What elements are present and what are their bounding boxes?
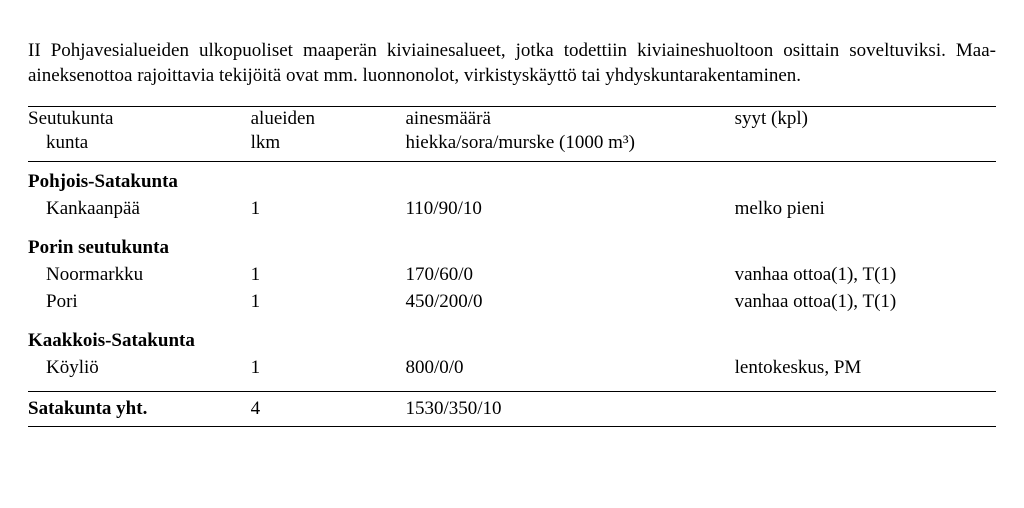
cell-lkm: 1 [251,355,406,391]
cell-syyt: vanhaa ottoa(1), T(1) [735,262,996,289]
th-syyt-2 [735,131,996,161]
table-row: Köyliö 1 800/0/0 lentokeskus, PM [28,355,996,391]
intro-paragraph: II Pohjavesialueiden ulkopuoliset maaper… [28,39,996,88]
cell-lkm: 1 [251,289,406,316]
data-table: Seutukunta alueiden ainesmäärä syyt (kpl… [28,106,996,427]
cell-aines: 170/60/0 [406,262,735,289]
table-row: Pori 1 450/200/0 vanhaa ottoa(1), T(1) [28,289,996,316]
th-ainesmaara: ainesmäärä [406,107,735,131]
cell-syyt: vanhaa ottoa(1), T(1) [735,289,996,316]
total-syyt [735,391,996,427]
cell-kunta: Kankaanpää [28,197,140,222]
section-heading: Pohjois-Satakunta [28,161,996,195]
total-label: Satakunta yht. [28,391,251,427]
cell-aines: 800/0/0 [406,355,735,391]
total-lkm: 4 [251,391,406,427]
section-heading: Kaakkois-Satakunta [28,315,996,355]
cell-lkm: 1 [251,262,406,289]
cell-aines: 450/200/0 [406,289,735,316]
cell-aines: 110/90/10 [406,196,735,223]
cell-syyt: lentokeskus, PM [735,355,996,391]
th-syyt: syyt (kpl) [735,107,996,131]
th-aines-unit: hiekka/sora/murske (1000 m³) [406,131,735,161]
cell-lkm: 1 [251,196,406,223]
cell-kunta: Köyliö [28,356,99,381]
th-lkm: lkm [251,131,406,161]
total-aines: 1530/350/10 [406,391,735,427]
th-kunta: kunta [28,131,88,155]
cell-kunta: Pori [28,290,78,315]
cell-syyt: melko pieni [735,196,996,223]
th-alueiden: alueiden [251,107,406,131]
th-seutukunta: Seutukunta [28,107,251,131]
cell-kunta: Noormarkku [28,263,143,288]
table-row: Kankaanpää 1 110/90/10 melko pieni [28,196,996,223]
section-heading: Porin seutukunta [28,222,996,262]
table-row: Noormarkku 1 170/60/0 vanhaa ottoa(1), T… [28,262,996,289]
total-row: Satakunta yht. 4 1530/350/10 [28,391,996,427]
